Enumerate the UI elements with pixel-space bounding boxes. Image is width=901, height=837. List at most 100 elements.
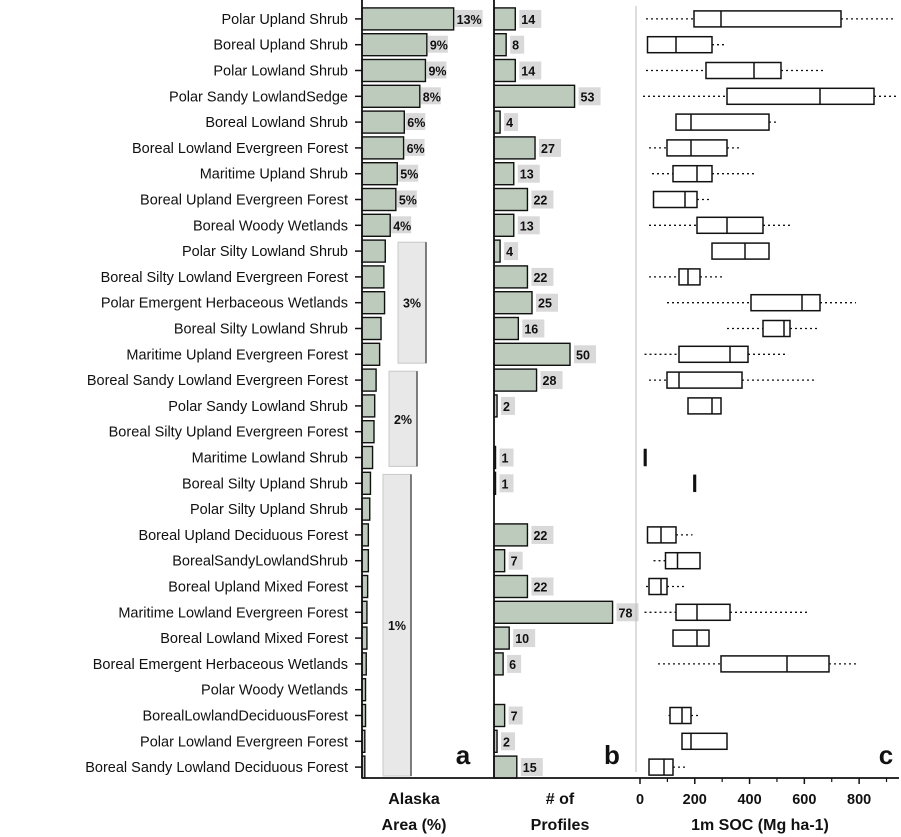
profile-label-box <box>510 35 525 54</box>
area-data-label: 5% <box>399 194 417 208</box>
area-label-box <box>427 35 448 53</box>
profile-label-box <box>578 87 601 106</box>
soc-box <box>664 551 701 570</box>
profile-label-box <box>522 319 545 338</box>
profile-bar <box>493 265 529 289</box>
profile-data-label: 13 <box>520 168 534 182</box>
area-axis-title: Alaska <box>388 791 440 808</box>
profile-data-label: 22 <box>533 581 547 595</box>
profile-label-box <box>519 9 542 28</box>
profile-label-box <box>536 293 558 312</box>
area-bar <box>361 523 370 547</box>
soc-tick-label: 0 <box>636 792 644 808</box>
profile-data-label: 4 <box>506 245 513 259</box>
category-label: Boreal Silty Upland Evergreen Forest <box>109 425 348 441</box>
category-label: Polar Lowland Shrub <box>213 64 348 80</box>
profile-data-label: 7 <box>511 555 518 569</box>
profile-label-box <box>531 267 554 286</box>
area-data-label: 8% <box>423 90 441 104</box>
profile-data-label: 22 <box>533 194 547 208</box>
area-bar <box>361 342 381 366</box>
profile-data-label: 15 <box>523 761 537 775</box>
category-label: Polar Lowland Evergreen Forest <box>140 734 348 750</box>
area-data-label: 4% <box>393 219 411 233</box>
area-data-label: 13% <box>457 13 482 27</box>
category-label: Polar Emergent Herbaceous Wetlands <box>101 296 348 312</box>
soc-box <box>648 577 668 596</box>
soc-box <box>762 319 791 338</box>
profile-data-label: 1 <box>502 477 509 491</box>
soc-tick-label: 800 <box>847 792 871 808</box>
profile-bar <box>493 600 614 624</box>
soc-box <box>646 35 713 54</box>
profile-data-label: 28 <box>543 374 557 388</box>
profile-bar <box>493 213 515 238</box>
area-bar <box>361 136 405 160</box>
area-bar <box>361 471 372 495</box>
profile-data-label: 14 <box>521 65 535 79</box>
soc-box <box>726 87 875 106</box>
area-data-label: 9% <box>430 39 448 53</box>
soc-box <box>666 371 743 389</box>
area-bar <box>361 316 382 341</box>
profile-bar <box>493 574 529 599</box>
profile-data-label: 2 <box>503 400 510 414</box>
area-bar <box>361 497 371 521</box>
profile-bar <box>493 368 538 392</box>
panel-a-area: 13% 9% 9% 8% 6% 6% 5% 5% 4% 3% 2% 1% a Alaska Area (%) <box>361 7 483 834</box>
area-data-label: 5% <box>400 168 418 182</box>
category-label: Boreal Upland Mixed Forest <box>168 580 348 596</box>
profile-bar <box>493 652 504 676</box>
profile-bar <box>493 523 529 547</box>
category-label: Boreal Sandy Lowland Evergreen Forest <box>87 373 348 389</box>
area-label-box <box>405 113 426 131</box>
area-bar <box>361 213 391 238</box>
profile-data-label: 53 <box>581 90 595 104</box>
area-bar <box>361 549 370 573</box>
area-bar <box>361 7 455 31</box>
profile-data-label: 22 <box>533 271 547 285</box>
soc-box <box>669 706 692 725</box>
area-bar <box>361 84 421 109</box>
profile-bar <box>493 755 518 779</box>
category-label: Boreal Silty Lowland Evergreen Forest <box>101 270 348 286</box>
area-label-box <box>420 87 441 105</box>
profile-label-box <box>531 577 554 596</box>
soc-box <box>696 216 764 235</box>
profile-label-box <box>499 448 514 467</box>
area-bar <box>361 110 405 134</box>
profile-data-label: 10 <box>515 632 529 646</box>
profile-bar <box>493 291 533 315</box>
soc-box <box>648 758 674 776</box>
profile-bar <box>493 84 576 109</box>
profile-bar <box>493 33 507 57</box>
category-label: Boreal Silty Lowland Shrub <box>174 322 348 338</box>
area-bar <box>361 291 386 315</box>
category-label: Polar Silty Upland Shrub <box>190 502 348 518</box>
profile-label-box <box>539 138 562 157</box>
category-labels: Polar Upland Shrub Boreal Upland Shrub Pol… <box>85 12 362 776</box>
category-label: Boreal Upland Deciduous Forest <box>138 528 348 544</box>
profiles-axis-title: # of <box>546 791 575 808</box>
profile-label-box <box>520 758 543 777</box>
soc-box <box>687 397 722 415</box>
area-data-label: 9% <box>428 65 446 79</box>
soc-box <box>693 10 842 28</box>
category-label: Boreal Lowland Shrub <box>205 115 348 131</box>
profile-bar <box>493 187 529 212</box>
category-label: Polar Upland Shrub <box>221 12 348 28</box>
profile-label-box <box>508 551 523 570</box>
category-label: Boreal Lowland Mixed Forest <box>160 631 348 647</box>
category-label: Boreal Lowland Evergreen Forest <box>132 141 348 157</box>
category-label: BorealSandyLowlandShrub <box>172 554 348 570</box>
category-label: Boreal Upland Shrub <box>213 38 348 54</box>
profile-bar <box>493 239 501 263</box>
soc-box <box>750 293 821 312</box>
category-label: Boreal Silty Upland Shrub <box>182 476 348 492</box>
profile-bar <box>493 626 510 650</box>
panel-letter-c: c <box>879 740 893 770</box>
profile-label-box <box>616 603 639 622</box>
soc-tick-label: 600 <box>792 792 816 808</box>
profile-data-label: 50 <box>576 348 590 362</box>
profile-data-label: 2 <box>503 735 510 749</box>
